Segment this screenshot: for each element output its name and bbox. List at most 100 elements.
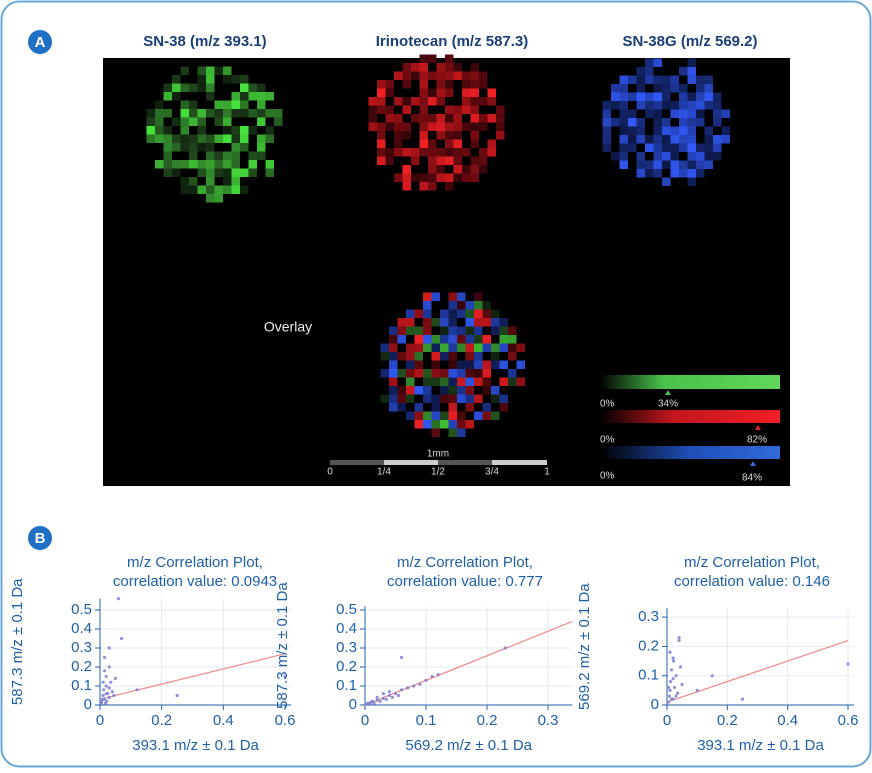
pixel (687, 67, 696, 76)
pixel (496, 105, 505, 114)
pixel (389, 335, 398, 344)
pixel (214, 168, 223, 177)
point (112, 693, 116, 698)
pixel (206, 185, 215, 194)
pixel (428, 97, 437, 106)
pixel (636, 101, 645, 110)
chart-title: m/z Correlation Plot, (397, 554, 533, 571)
pixel (482, 403, 491, 412)
label-badge (28, 526, 52, 550)
pixel (445, 173, 454, 182)
pixel (240, 126, 249, 135)
pixel (453, 139, 462, 148)
pixel (368, 114, 377, 123)
pixel (636, 135, 645, 144)
pixel (479, 114, 488, 123)
pixel (696, 169, 705, 178)
x-tick-label: 0 (663, 712, 671, 729)
pixel (206, 168, 215, 177)
pixel (628, 109, 637, 118)
pixel (180, 117, 189, 126)
pixel (394, 71, 403, 80)
point (430, 674, 434, 679)
scatter-chart: m/z Correlation Plot, correlation value: … (576, 554, 858, 754)
pixel (402, 105, 411, 114)
pixel (377, 88, 386, 97)
pixel (491, 309, 500, 318)
point (412, 684, 416, 688)
pixel (206, 109, 215, 118)
pixel (428, 122, 437, 131)
pixel (479, 80, 488, 89)
pixel (206, 75, 215, 84)
pixel (687, 58, 696, 67)
image-title: SN-38 (m/z 393.1) (143, 33, 266, 50)
pixel (465, 309, 474, 318)
pixel (440, 369, 449, 378)
pixel (265, 160, 274, 169)
pixel (465, 343, 474, 352)
pixel (385, 122, 394, 131)
pixel (687, 75, 696, 84)
pixel (628, 92, 637, 101)
pixel (636, 92, 645, 101)
point (109, 680, 113, 684)
pixel (448, 360, 457, 369)
point (667, 694, 672, 698)
x-tick-label: 0.2 (717, 712, 738, 729)
pixel (389, 377, 398, 386)
legend-value: 84% (742, 473, 762, 484)
pixel (482, 369, 491, 378)
pixel (265, 134, 274, 143)
pixel (414, 420, 423, 429)
pixel (448, 326, 457, 335)
pixel (197, 160, 206, 169)
chart-subtitle: correlation value: 0.146 (674, 573, 830, 590)
chart-title: m/z Correlation Plot, (684, 554, 820, 571)
pixel (197, 185, 206, 194)
pixel (457, 394, 466, 403)
pixel (197, 75, 206, 84)
pixel (465, 420, 474, 429)
pixel (240, 168, 249, 177)
panel-label: A (35, 34, 46, 51)
pixel (368, 122, 377, 131)
pixel (155, 117, 164, 126)
pixel (696, 160, 705, 169)
pixel (602, 126, 611, 135)
pixel (462, 88, 471, 97)
pixel (687, 101, 696, 110)
pixel (406, 360, 415, 369)
pixel (419, 80, 428, 89)
pixel (448, 301, 457, 310)
point (669, 668, 674, 672)
pixel (679, 92, 688, 101)
pixel (636, 75, 645, 84)
pixel (479, 97, 488, 106)
y-tick-label: 0.1 (71, 677, 92, 694)
pixel (448, 428, 457, 437)
pixel (679, 101, 688, 110)
pixel (411, 156, 420, 165)
pixel (445, 182, 454, 191)
pixel (257, 92, 266, 101)
pixel (645, 58, 654, 67)
pixel (696, 84, 705, 93)
pixel (406, 326, 415, 335)
pixel (197, 117, 206, 126)
pixel (406, 318, 415, 327)
pixel (197, 168, 206, 177)
pixel (465, 403, 474, 412)
pixel (428, 173, 437, 182)
point (695, 688, 699, 692)
y-axis-label: 569.2 m/z ± 0.1 Da (576, 583, 593, 710)
x-tick-label: 0.4 (213, 712, 234, 729)
pixel (687, 118, 696, 127)
scale-segment (384, 460, 438, 465)
pixel (491, 343, 500, 352)
pixel (223, 160, 232, 169)
point (110, 690, 114, 694)
point (375, 698, 379, 702)
x-tick-label: 0 (361, 712, 369, 729)
